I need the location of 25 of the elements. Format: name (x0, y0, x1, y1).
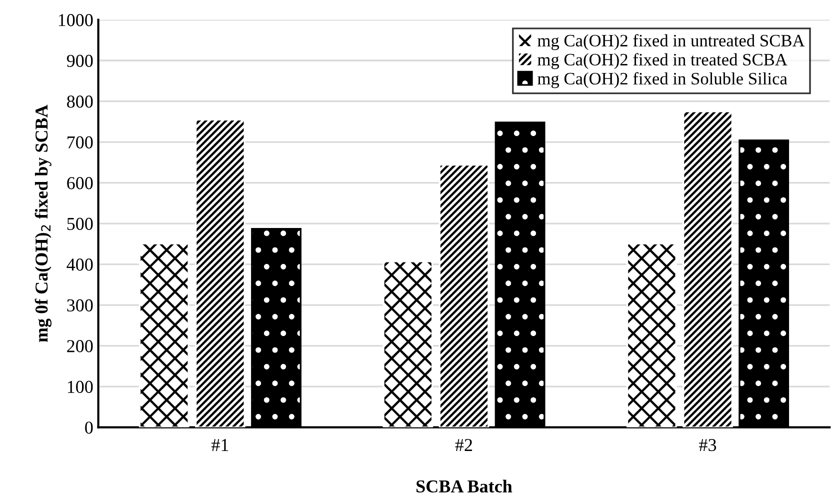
bar (626, 242, 677, 428)
bar (138, 242, 190, 428)
x-tick-label: #1 (211, 439, 228, 451)
bar (194, 118, 246, 428)
bar (382, 260, 434, 428)
y-tick-label: 300 (67, 299, 93, 312)
y-tick-label: 200 (67, 340, 93, 352)
x-tick-label: #3 (699, 438, 716, 452)
y-tick-label: 900 (66, 54, 93, 67)
y-tick-label: 0 (85, 422, 93, 434)
legend-label: mg Ca(OH)2 fixed in untreated SCBA (538, 34, 805, 50)
y-tick-label: 700 (68, 136, 93, 148)
y-tick-label: 100 (68, 380, 93, 393)
bar (682, 110, 733, 428)
y-tick-label: 500 (67, 218, 93, 230)
y-tick-label: 1000 (58, 14, 93, 26)
y-tick-label: 600 (67, 177, 93, 190)
x-tick-label: #2 (455, 438, 472, 451)
legend-label: mg Ca(OH)2 fixed in Soluble Silica (538, 72, 788, 88)
x-axis-title: SCBA Batch (416, 480, 512, 492)
y-axis-title: mg 0f Ca(OH)$_{2}$ fixed by SCBA (34, 104, 52, 342)
y-tick-label: 400 (66, 258, 93, 271)
y-tick-label: 800 (67, 96, 93, 108)
bar (438, 164, 490, 428)
legend-label: mg Ca(OH)2 fixed in treated SCBA (538, 53, 788, 70)
